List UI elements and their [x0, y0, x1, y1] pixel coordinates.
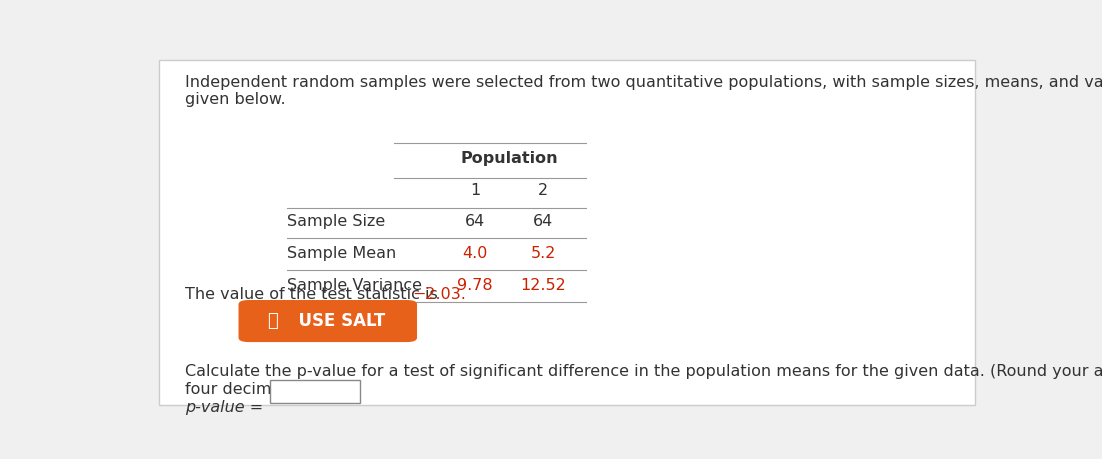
- Text: 🔖: 🔖: [268, 312, 278, 330]
- Text: USE SALT: USE SALT: [288, 312, 386, 330]
- Text: four decimal places.): four decimal places.): [185, 382, 354, 397]
- Text: 4.0: 4.0: [463, 246, 488, 261]
- FancyBboxPatch shape: [238, 300, 417, 342]
- Text: 64: 64: [465, 214, 485, 229]
- Text: Calculate the p-value for a test of significant difference in the population mea: Calculate the p-value for a test of sign…: [185, 364, 1102, 379]
- Text: Population: Population: [461, 151, 558, 166]
- Text: Sample Size: Sample Size: [288, 214, 386, 229]
- Text: −2.03.: −2.03.: [412, 286, 466, 302]
- Text: 5.2: 5.2: [531, 246, 557, 261]
- Text: p-value =: p-value =: [185, 400, 263, 414]
- Text: 9.78: 9.78: [457, 278, 493, 293]
- Text: Independent random samples were selected from two quantitative populations, with: Independent random samples were selected…: [185, 74, 1102, 90]
- FancyBboxPatch shape: [270, 380, 359, 403]
- Text: Sample Mean: Sample Mean: [288, 246, 397, 261]
- Text: Sample Variance: Sample Variance: [288, 278, 422, 293]
- Text: 2: 2: [539, 184, 549, 198]
- Text: 1: 1: [469, 184, 480, 198]
- Text: 12.52: 12.52: [520, 278, 566, 293]
- FancyBboxPatch shape: [159, 61, 975, 405]
- Text: The value of the test statistic is: The value of the test statistic is: [185, 286, 443, 302]
- Text: given below.: given below.: [185, 92, 285, 107]
- Text: 64: 64: [533, 214, 553, 229]
